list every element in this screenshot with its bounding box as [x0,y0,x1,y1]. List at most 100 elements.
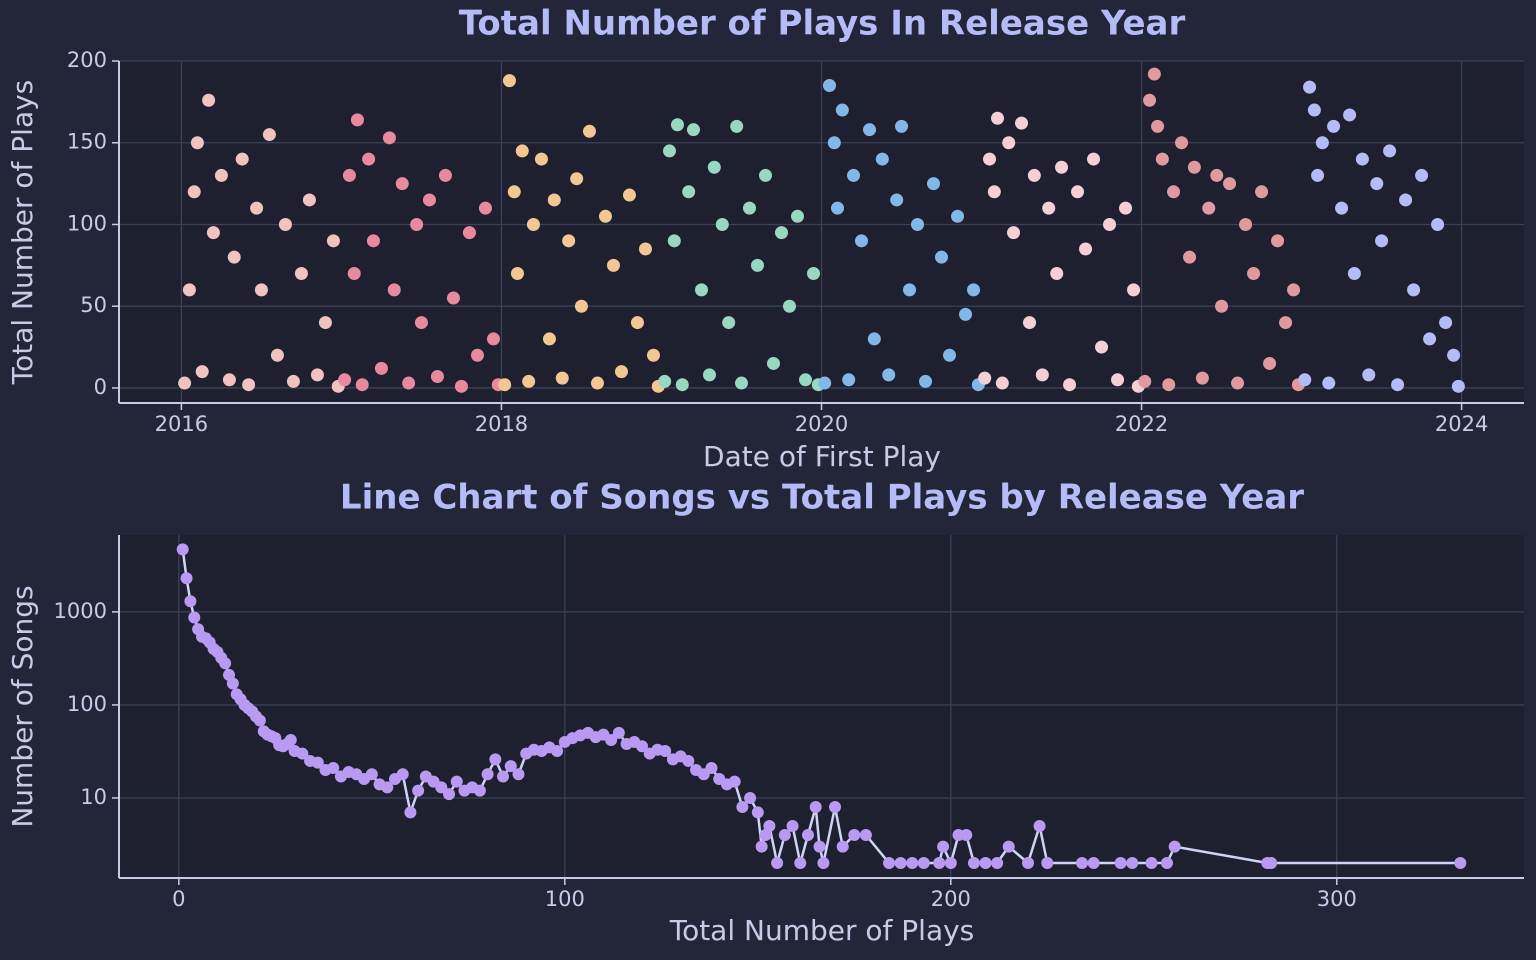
point [562,234,576,248]
point [242,378,256,392]
point [798,373,812,387]
point [1127,283,1141,297]
point [327,761,340,774]
point [890,193,904,207]
point [551,744,564,757]
point [1255,185,1269,199]
point [636,740,649,753]
point [1167,185,1181,199]
point [694,283,708,297]
point [254,283,268,297]
point [751,806,764,819]
point [817,857,830,870]
y-tick-label: 150 [67,130,107,154]
point [670,118,684,132]
point [454,379,468,393]
point [1160,857,1173,870]
point [1147,67,1161,81]
point [350,113,364,127]
point [979,857,992,870]
point [1263,356,1277,370]
point [786,819,799,832]
point [883,857,896,870]
point [404,806,417,819]
point [1168,840,1181,853]
x-tick-label: 2022 [1115,412,1168,436]
point [222,373,236,387]
point [1375,234,1389,248]
point [911,217,925,231]
point [1175,136,1189,150]
point [995,376,1009,390]
chart-title: Line Chart of Songs vs Total Plays by Re… [340,478,1304,518]
point [402,376,416,390]
chart-title: Total Number of Plays In Release Year [459,4,1186,44]
x-tick-label: 100 [545,887,585,911]
point [1391,378,1405,392]
point [1447,348,1461,362]
point [195,365,209,379]
point [1095,340,1109,354]
point [983,152,997,166]
point [296,747,309,760]
point [736,800,749,813]
point [422,193,436,207]
point [917,857,930,870]
point [806,267,820,281]
point [311,756,324,769]
point [497,770,510,783]
point [522,374,536,388]
point [374,361,388,375]
point [682,185,696,199]
point [1151,119,1165,133]
point [219,657,232,670]
point [766,356,780,370]
y-tick-label: 10 [80,785,107,809]
point [355,378,369,392]
point [658,374,672,388]
point [715,217,729,231]
x-axis-label: Date of First Play [703,440,941,473]
point [903,283,917,297]
x-tick-label: 200 [931,887,971,911]
point [960,828,973,841]
point [507,185,521,199]
y-tick-label: 0 [94,375,107,399]
point [262,128,276,142]
point [1002,840,1015,853]
point [1439,316,1453,330]
point [180,572,193,585]
point [867,332,881,346]
x-tick-label: 2024 [1435,412,1488,436]
point [750,258,764,272]
y-tick-label: 1000 [54,599,107,623]
point [967,283,981,297]
x-tick-label: 0 [172,887,185,911]
point [1063,378,1077,392]
point [342,168,356,182]
point [987,185,1001,199]
point [686,123,700,137]
point [937,840,950,853]
point [1247,267,1261,281]
point [919,374,933,388]
point [1231,376,1245,390]
point [515,144,529,158]
point [1087,857,1100,870]
point [1007,226,1021,240]
point [235,152,249,166]
point [1041,857,1054,870]
point [395,177,409,191]
point [182,283,196,297]
point [847,168,861,182]
x-axis-label: Total Number of Plays [669,914,975,947]
point [801,828,814,841]
point [682,754,695,767]
point [598,209,612,223]
point [606,258,620,272]
point [1119,201,1133,215]
point [450,775,463,788]
point [302,193,316,207]
point [547,193,561,207]
point [286,374,300,388]
